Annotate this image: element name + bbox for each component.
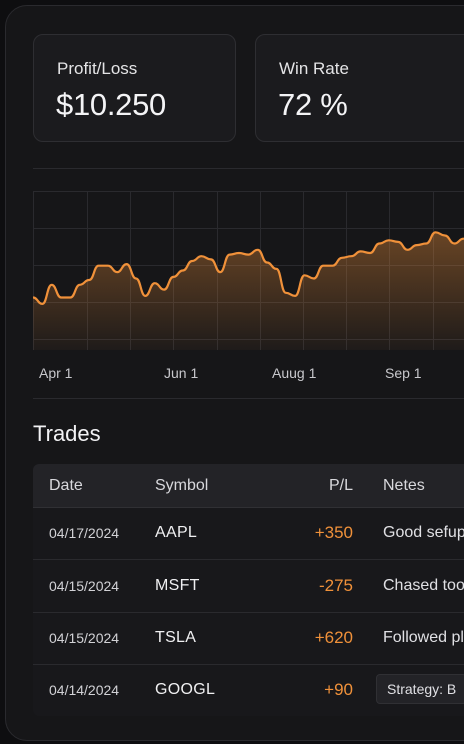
table-row[interactable]: 04/15/2024 MSFT -275 Chased too [33, 560, 464, 613]
trades-table: Date Symbol P/L Netes 04/17/2024 AAPL +3… [33, 464, 464, 716]
row-symbol: GOOGL [155, 681, 215, 699]
row-note: Chased too [383, 577, 464, 595]
trades-table-header: Date Symbol P/L Netes [33, 464, 464, 508]
table-row[interactable]: 04/17/2024 AAPL +350 Good sefup [33, 507, 464, 560]
performance-chart-svg: Apr 1 Jun 1 Auug 1 Sep 1 [33, 169, 464, 394]
profit-loss-label: Profit/Loss [57, 59, 137, 79]
x-tick-label: Apr 1 [39, 365, 73, 381]
chart-divider [33, 398, 464, 399]
table-row[interactable]: 04/15/2024 TSLA +620 Followed pl [33, 612, 464, 665]
row-symbol: AAPL [155, 524, 197, 542]
header-date[interactable]: Date [49, 477, 83, 495]
row-date: 04/15/2024 [49, 630, 119, 646]
row-note: Followed pl [383, 629, 464, 647]
header-notes[interactable]: Netes [383, 477, 425, 495]
row-date: 04/17/2024 [49, 525, 119, 541]
header-symbol[interactable]: Symbol [155, 477, 208, 495]
header-pl[interactable]: P/L [329, 477, 353, 495]
chart-area-fill [33, 232, 464, 350]
performance-chart: Apr 1 Jun 1 Auug 1 Sep 1 [33, 169, 464, 394]
row-symbol: TSLA [155, 629, 196, 647]
row-pl: +90 [324, 680, 353, 700]
row-note-tag[interactable]: Strategy: B [376, 674, 464, 704]
row-date: 04/15/2024 [49, 578, 119, 594]
row-pl: +620 [315, 628, 353, 648]
x-tick-label: Auug 1 [272, 365, 317, 381]
profit-loss-card: Profit/Loss $10.250 [33, 34, 236, 142]
win-rate-value: 72 % [278, 87, 347, 123]
row-note: Good sefup [383, 524, 464, 542]
row-pl: +350 [315, 523, 353, 543]
win-rate-label: Win Rate [279, 59, 349, 79]
trades-title: Trades [33, 421, 101, 447]
table-row[interactable]: 04/14/2024 GOOGL +90 Strategy: B [33, 664, 464, 716]
x-tick-label: Sep 1 [385, 365, 422, 381]
app-frame: Profit/Loss $10.250 Win Rate 72 % Apr 1 J… [5, 5, 464, 741]
profit-loss-value: $10.250 [56, 87, 166, 123]
row-pl: -275 [319, 576, 353, 596]
row-symbol: MSFT [155, 577, 200, 595]
win-rate-card: Win Rate 72 % [255, 34, 464, 142]
row-date: 04/14/2024 [49, 682, 119, 698]
x-tick-label: Jun 1 [164, 365, 198, 381]
